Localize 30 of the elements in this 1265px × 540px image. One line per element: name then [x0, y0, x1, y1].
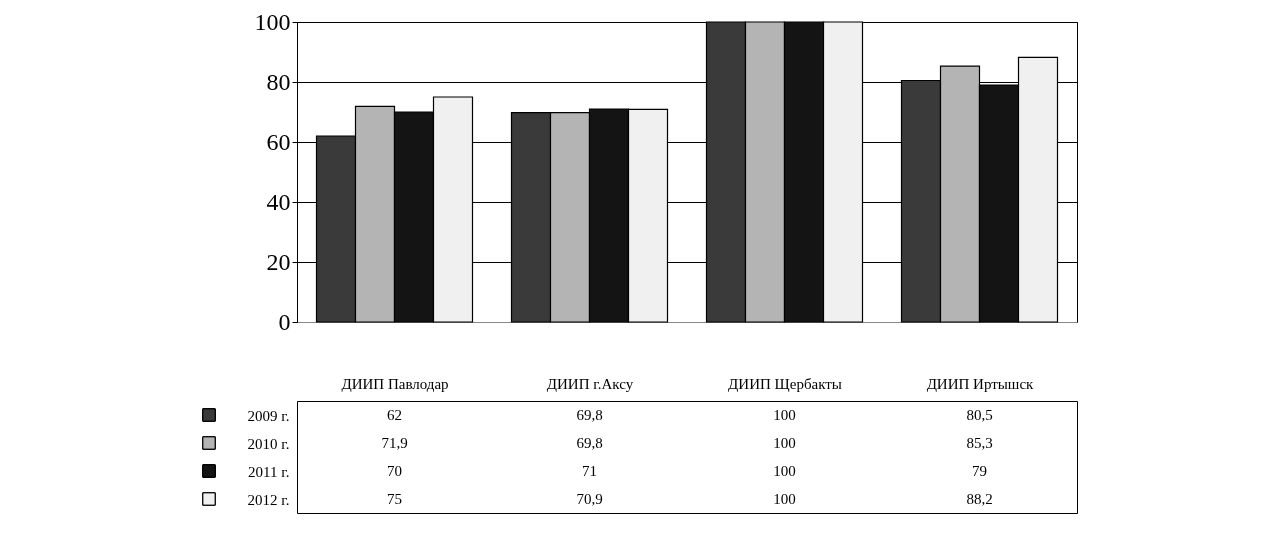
data-label: 85,3 [966, 435, 993, 451]
data-label: 75 [387, 491, 402, 507]
data-label: 80,5 [966, 407, 993, 423]
x-tick-label: ДИИП г.Аксу [546, 375, 634, 392]
data-label: 69,8 [576, 407, 603, 423]
data-label: 71,9 [381, 435, 408, 451]
y-tick-label: 80 [266, 68, 291, 95]
y-tick-label: 0 [278, 308, 291, 335]
data-label: 71 [582, 463, 597, 479]
x-tick-label: ДИИП Щербакты [728, 375, 842, 392]
data-label: 100 [773, 407, 796, 423]
y-tick-label: 60 [266, 128, 291, 155]
y-tick-label: 100 [254, 8, 291, 35]
y-tick-label: 40 [266, 188, 291, 215]
data-label: 70 [387, 463, 402, 479]
data-label: 69,8 [576, 435, 603, 451]
data-label: 100 [773, 463, 796, 479]
legend-label: 2009 г. [247, 407, 290, 424]
data-label: 88,2 [966, 491, 993, 507]
data-label: 100 [773, 435, 796, 451]
legend-label: 2012 г. [247, 491, 290, 508]
x-tick-label: ДИИП Павлодар [341, 375, 449, 392]
y-tick-label: 20 [266, 248, 291, 275]
x-tick-label: ДИИП Иртышск [926, 375, 1035, 392]
data-label: 79 [972, 463, 987, 479]
data-label: 62 [387, 407, 402, 423]
data-label: 100 [773, 491, 796, 507]
data-label: 70,9 [576, 491, 603, 507]
legend-label: 2011 г. [248, 463, 290, 480]
legend-label: 2010 г. [247, 435, 290, 452]
